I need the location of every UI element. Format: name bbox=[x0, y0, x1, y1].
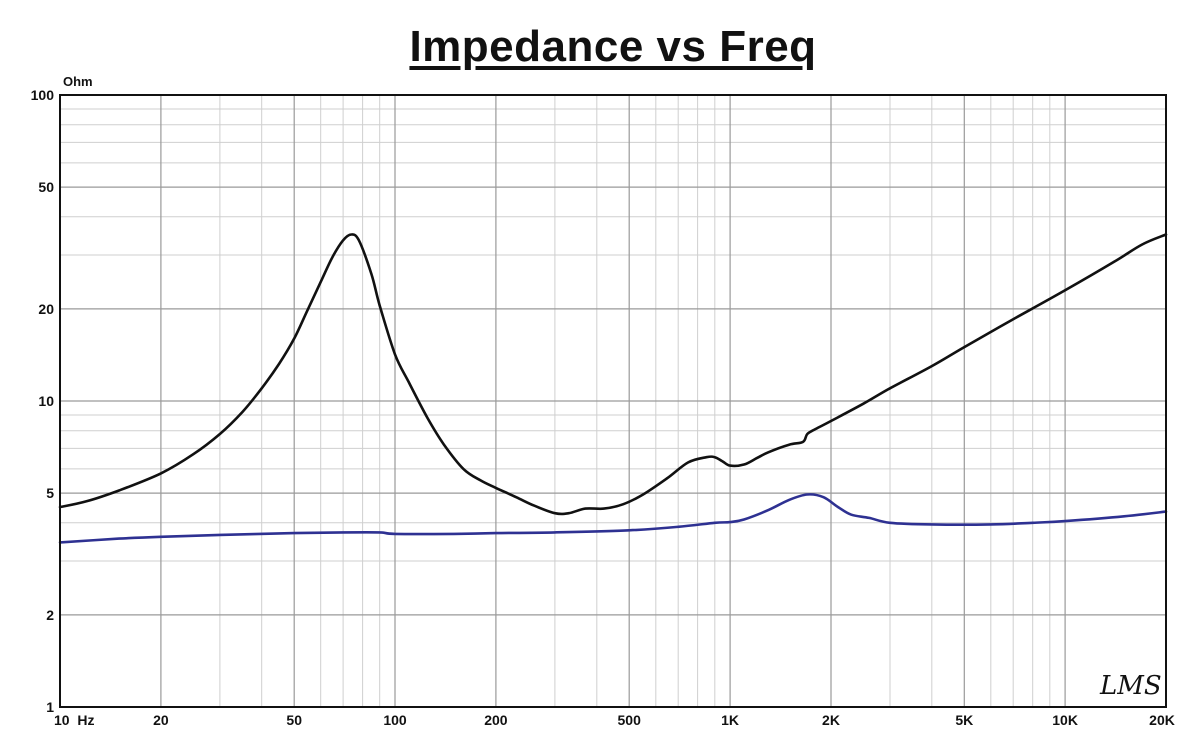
y-tick-label: 1 bbox=[46, 699, 54, 715]
lms-watermark: LMS bbox=[1099, 671, 1162, 701]
x-tick-labels: 10 Hz 20 50 100 200 500 1K 2K 5K 10K 20K bbox=[54, 712, 1175, 728]
major-grid bbox=[59, 95, 1167, 707]
x-tick-label: 1K bbox=[721, 712, 739, 728]
y-tick-label: 20 bbox=[38, 301, 54, 317]
x-tick-label: 10K bbox=[1052, 712, 1078, 728]
y-tick-label: 10 bbox=[38, 393, 54, 409]
x-tick-label: 2K bbox=[822, 712, 840, 728]
y-tick-labels: 1 2 5 10 20 50 100 bbox=[31, 87, 55, 715]
x-tick-label: 20 bbox=[153, 712, 169, 728]
second-curve bbox=[58, 493, 1168, 544]
series-layer bbox=[58, 233, 1168, 544]
y-axis-unit-label: Ohm bbox=[63, 74, 93, 89]
x-tick-label: 20K bbox=[1149, 712, 1175, 728]
x-tick-label: 10 Hz bbox=[54, 712, 94, 728]
y-tick-label: 100 bbox=[31, 87, 55, 103]
y-tick-label: 5 bbox=[46, 485, 54, 501]
x-tick-label: 100 bbox=[383, 712, 407, 728]
x-tick-label: 50 bbox=[286, 712, 302, 728]
chart-title: Impedance vs Freq bbox=[409, 22, 817, 71]
x-tick-label: 5K bbox=[955, 712, 973, 728]
y-tick-label: 50 bbox=[38, 179, 54, 195]
x-tick-label: 500 bbox=[618, 712, 642, 728]
y-tick-label: 2 bbox=[46, 607, 54, 623]
plot-frame bbox=[59, 94, 1167, 708]
x-tick-label: 200 bbox=[484, 712, 508, 728]
impedance-curve bbox=[58, 233, 1168, 516]
